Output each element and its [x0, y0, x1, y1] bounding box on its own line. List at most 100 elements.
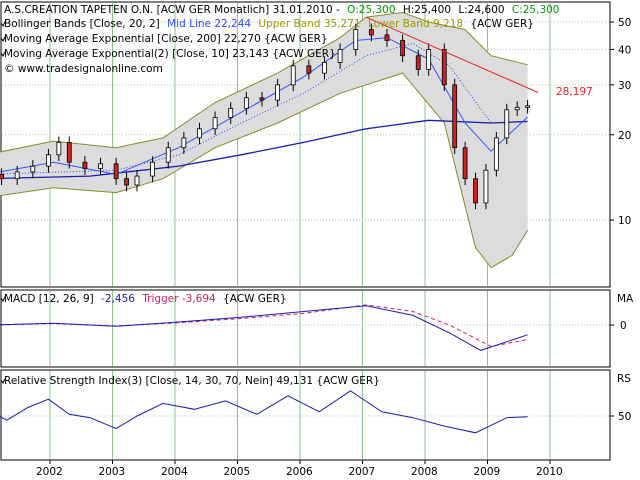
candle-body	[493, 137, 499, 171]
price-tick-label: 20	[618, 130, 631, 142]
candle[interactable]	[493, 131, 499, 177]
candle[interactable]	[14, 165, 20, 185]
candle[interactable]	[259, 91, 265, 107]
candle-body	[441, 49, 447, 86]
candle[interactable]	[322, 56, 327, 80]
legend-copyright: © www.tradesignalonline.com	[4, 63, 163, 75]
candle[interactable]	[525, 99, 531, 114]
candle[interactable]	[337, 43, 343, 69]
candle[interactable]	[462, 141, 468, 185]
macd-tick-label: 0	[620, 320, 627, 332]
macd-trigger-line	[0, 304, 528, 348]
macd-legend-prefix: MACD [12, 26, 9]	[4, 293, 94, 305]
macd-legend: MACD [12, 26, 9] -2,456 Trigger -3,694 {…	[4, 293, 287, 305]
candle[interactable]	[452, 78, 458, 155]
candle[interactable]	[415, 49, 421, 76]
legend-ema10: Moving Average Exponential(2) [Close, 10…	[4, 48, 336, 60]
trend-label: 28,197	[556, 86, 593, 98]
rsi-legend: Relative Strength Index(3) [Close, 14, 3…	[4, 375, 380, 387]
candle[interactable]	[473, 172, 478, 210]
price-tick-label: 10	[618, 215, 631, 227]
candle-body	[14, 171, 20, 180]
x-tick-label: 2002	[36, 466, 63, 478]
macd-legend-value: -2,456	[101, 293, 135, 305]
legend: A.S.CREATION TAPETEN O.N. [ACW GER Monat…	[0, 4, 559, 75]
macd-legend-icon	[0, 294, 7, 302]
candle[interactable]	[0, 168, 4, 185]
candle[interactable]	[306, 59, 312, 80]
macd-legend-trigger: Trigger -3,694	[141, 293, 216, 305]
candle-body	[368, 29, 374, 36]
legend-title-row: A.S.CREATION TAPETEN O.N. [ACW GER Monat…	[4, 4, 559, 16]
candle[interactable]	[243, 91, 249, 115]
candle[interactable]	[181, 131, 187, 155]
candle-body	[134, 175, 140, 186]
macd-line	[0, 305, 528, 351]
candle[interactable]	[275, 78, 281, 107]
candle[interactable]	[82, 156, 88, 175]
candle-body	[165, 147, 171, 163]
legend-ema200: Moving Average Exponential [Close, 200] …	[4, 33, 328, 45]
candle-body	[415, 55, 421, 70]
candle-body	[66, 141, 72, 163]
candle-body	[290, 65, 296, 86]
legend-low: L:24,600	[458, 4, 504, 16]
bollinger-upper-line	[0, 11, 528, 153]
candle[interactable]	[514, 101, 520, 117]
candle-body	[124, 178, 129, 186]
x-tick-label: 2005	[224, 466, 251, 478]
ema10-line	[0, 37, 528, 175]
price-panel[interactable]: 28,197 10 20 30 40 50 A.S.CREATION TAPETEN O…	[0, 1, 631, 288]
candle-body	[82, 161, 88, 169]
rsi-panel[interactable]: 50 Relative Strength Index(3) [Close, 14…	[0, 369, 631, 461]
candle[interactable]	[165, 141, 171, 169]
bollinger-band-fill	[0, 12, 528, 268]
trend-line[interactable]	[365, 16, 539, 93]
candle-body	[98, 163, 103, 169]
candle-body	[462, 147, 468, 180]
candle[interactable]	[150, 156, 156, 183]
candle[interactable]	[368, 23, 374, 42]
candle-body	[46, 154, 51, 167]
legend-line-icons	[0, 19, 7, 57]
macd-axis-label: MA	[617, 293, 634, 305]
candle[interactable]	[504, 103, 510, 145]
candle[interactable]	[228, 102, 234, 124]
candle[interactable]	[483, 164, 489, 210]
candle-body	[30, 165, 36, 173]
candle[interactable]	[124, 172, 129, 192]
x-tick-label: 2006	[286, 466, 313, 478]
candle[interactable]	[113, 157, 119, 185]
candle-body	[150, 161, 156, 177]
candle[interactable]	[212, 111, 218, 136]
x-axis: 2002 2003 2004 2005 2006 2007 2008 2009 2010	[36, 460, 563, 478]
candle[interactable]	[384, 28, 390, 47]
candle-body	[259, 97, 265, 101]
bollinger-mid-line	[0, 42, 528, 175]
candle[interactable]	[400, 34, 406, 63]
candle[interactable]	[46, 148, 51, 173]
candle[interactable]	[66, 136, 72, 169]
candle-body	[525, 105, 531, 108]
candle-body	[337, 49, 343, 63]
candle-body	[306, 65, 312, 74]
candle-body	[384, 34, 390, 41]
candle-body	[400, 40, 406, 57]
candle[interactable]	[426, 43, 432, 76]
candle[interactable]	[290, 59, 296, 92]
legend-title: A.S.CREATION TAPETEN O.N. [ACW GER Monat…	[4, 4, 340, 16]
candle[interactable]	[30, 160, 36, 179]
candle-body	[452, 84, 458, 149]
x-tick-label: 2010	[536, 466, 563, 478]
candle[interactable]	[98, 157, 103, 175]
legend-bb-row: Bollinger Bands [Close, 20, 2] Mid Line …	[4, 18, 534, 30]
price-tick-label: 40	[618, 44, 631, 56]
macd-legend-suffix: {ACW GER}	[223, 293, 286, 305]
price-tick-label: 30	[618, 80, 631, 92]
candle[interactable]	[353, 23, 359, 56]
candle-body	[0, 173, 4, 180]
macd-panel[interactable]: 0 MACD [12, 26, 9] -2,456 Trigger -3,694…	[0, 289, 634, 368]
candle[interactable]	[197, 122, 202, 145]
candle[interactable]	[134, 170, 140, 192]
candle[interactable]	[56, 136, 62, 162]
